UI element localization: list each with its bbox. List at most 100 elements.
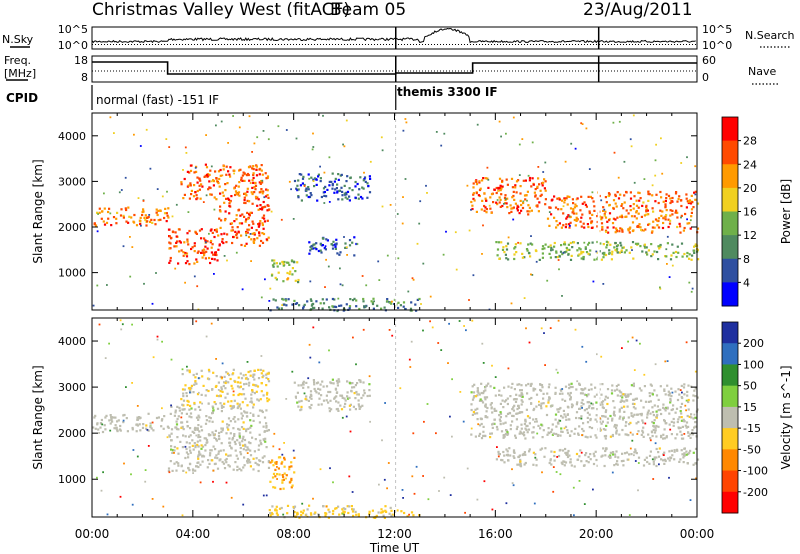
rti-cell <box>149 167 152 170</box>
rti-cell <box>540 389 543 392</box>
rti-cell <box>324 248 327 251</box>
rti-cell <box>605 230 608 233</box>
rti-cell <box>402 196 404 198</box>
rti-cell <box>581 345 584 348</box>
rti-cell <box>352 508 355 511</box>
rti-cell <box>671 264 674 267</box>
rti-cell <box>454 231 457 234</box>
rti-cell <box>614 193 617 196</box>
rti-cell <box>565 418 568 421</box>
rti-cell <box>595 393 599 396</box>
rti-cell <box>198 178 201 181</box>
rti-cell <box>317 175 320 178</box>
rti-cell <box>172 449 175 452</box>
rti-cell <box>383 516 386 519</box>
rti-cell <box>170 432 173 435</box>
rti-cell <box>368 191 372 194</box>
rti-cell <box>173 414 176 417</box>
rti-cell <box>670 387 673 390</box>
rti-cell <box>578 480 581 482</box>
rti-cell <box>696 227 700 230</box>
rti-cell <box>662 406 665 409</box>
rti-cell <box>498 120 501 123</box>
rti-cell <box>355 242 358 246</box>
rti-cell <box>595 458 598 462</box>
rti-cell <box>230 447 233 450</box>
rti-cell <box>690 208 694 211</box>
rti-cell <box>680 419 683 422</box>
rti-cell <box>504 202 507 205</box>
rti-cell <box>231 436 235 440</box>
rti-cell <box>607 192 611 195</box>
rti-cell <box>676 225 679 229</box>
rti-cell <box>136 416 139 419</box>
rti-cell <box>676 200 679 203</box>
rti-cell <box>236 236 239 239</box>
rti-cell <box>485 208 488 211</box>
rti-cell <box>235 233 238 237</box>
rti-cell <box>186 365 188 368</box>
rti-cell <box>116 211 119 214</box>
freq-tick-low: 8 <box>81 71 88 84</box>
rti-cell <box>239 446 242 450</box>
rti-cell <box>196 197 199 200</box>
rti-cell <box>224 396 227 399</box>
rti-cell <box>228 204 231 208</box>
rti-cell <box>592 452 595 455</box>
rti-cell <box>685 453 688 456</box>
rti-cell <box>604 253 608 257</box>
rti-cell <box>260 409 263 412</box>
rti-cell <box>410 301 413 304</box>
rti-cell <box>629 421 632 424</box>
rti-cell <box>139 216 142 219</box>
rti-cell <box>262 214 266 217</box>
rti-cell <box>581 434 583 436</box>
rti-cell <box>666 406 669 409</box>
rti-cell <box>246 199 249 202</box>
rti-cell <box>671 209 674 212</box>
rti-cell <box>654 363 657 366</box>
rti-cell <box>683 393 686 396</box>
rti-cell <box>511 468 513 471</box>
rti-cell <box>219 402 222 405</box>
rti-cell <box>319 468 322 471</box>
rti-cell <box>206 240 209 243</box>
rti-cell <box>155 272 157 274</box>
rti-cell <box>190 189 193 192</box>
rti-cell <box>619 215 622 218</box>
rti-cell <box>564 451 567 454</box>
rti-cell <box>195 382 198 385</box>
rti-cell <box>358 188 361 191</box>
rti-cell <box>594 450 597 453</box>
rti-cell <box>645 207 648 211</box>
rti-cell <box>106 513 109 516</box>
rti-cell <box>325 505 328 508</box>
rti-cell <box>238 222 241 225</box>
rti-cell <box>151 221 154 224</box>
rti-cell <box>184 253 186 256</box>
rti-cell <box>521 252 524 255</box>
rti-cell <box>386 254 389 257</box>
rti-cell <box>204 437 208 440</box>
rti-cell <box>188 171 191 174</box>
rti-cell <box>536 197 539 200</box>
rti-cell <box>486 416 489 419</box>
rti-cell <box>282 487 285 490</box>
rti-cell <box>508 447 511 450</box>
rti-cell <box>322 114 324 117</box>
rti-cell <box>155 208 158 211</box>
rti-cell <box>177 464 180 467</box>
rti-cell <box>643 178 646 180</box>
rti-cell <box>262 494 265 497</box>
rti-cell <box>306 300 309 303</box>
rti-cell <box>229 404 232 408</box>
rti-cell <box>692 399 695 402</box>
rti-cell <box>582 422 585 425</box>
rti-cell <box>221 362 224 365</box>
rti-cell <box>219 226 222 229</box>
rti-cell <box>607 241 610 244</box>
rti-cell <box>346 395 349 398</box>
rti-cell <box>544 364 546 366</box>
rti-cell <box>388 301 391 304</box>
rti-cell <box>581 407 583 409</box>
